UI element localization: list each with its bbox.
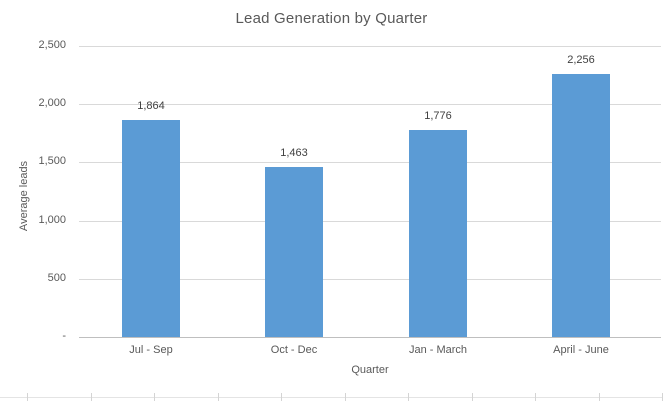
worksheet-column-tick [408,393,409,401]
bar-jul-sep [122,120,180,337]
bar-value-label: 1,776 [424,110,452,122]
y-tick-label: - [62,330,66,342]
bar-value-label: 1,864 [137,100,165,112]
y-tick-label: 1,500 [38,155,66,167]
x-tick-label: Jan - March [408,344,468,356]
worksheet-column-tick [154,393,155,401]
y-gridline [79,279,661,280]
worksheet-row-line [0,397,663,398]
bar-value-label: 2,256 [567,54,595,66]
worksheet-column-tick [218,393,219,401]
x-axis-line [79,337,661,338]
x-tick-label: April - June [553,344,609,356]
worksheet-column-tick [472,393,473,401]
y-tick-label: 1,000 [38,214,66,226]
x-tick-label: Oct - Dec [270,344,318,356]
bar-jan-march [409,130,467,337]
bar-oct-dec [265,167,323,337]
x-axis-title: Quarter [351,364,389,376]
worksheet-column-tick [535,393,536,401]
worksheet-column-tick [281,393,282,401]
y-gridline [79,46,661,47]
worksheet-column-tick [27,393,28,401]
worksheet-column-tick [345,393,346,401]
worksheet-column-tick [599,393,600,401]
y-tick-label: 500 [47,272,66,284]
y-tick-label: 2,500 [38,39,66,51]
bar-value-label: 1,463 [280,147,308,159]
x-tick-label: Jul - Sep [129,344,173,356]
y-gridline [79,221,661,222]
y-gridline [79,162,661,163]
chart-title: Lead Generation by Quarter [235,10,428,27]
y-gridline [79,104,661,105]
y-tick-label: 2,000 [38,97,66,109]
bar-april-june [552,74,610,337]
worksheet-column-tick [91,393,92,401]
